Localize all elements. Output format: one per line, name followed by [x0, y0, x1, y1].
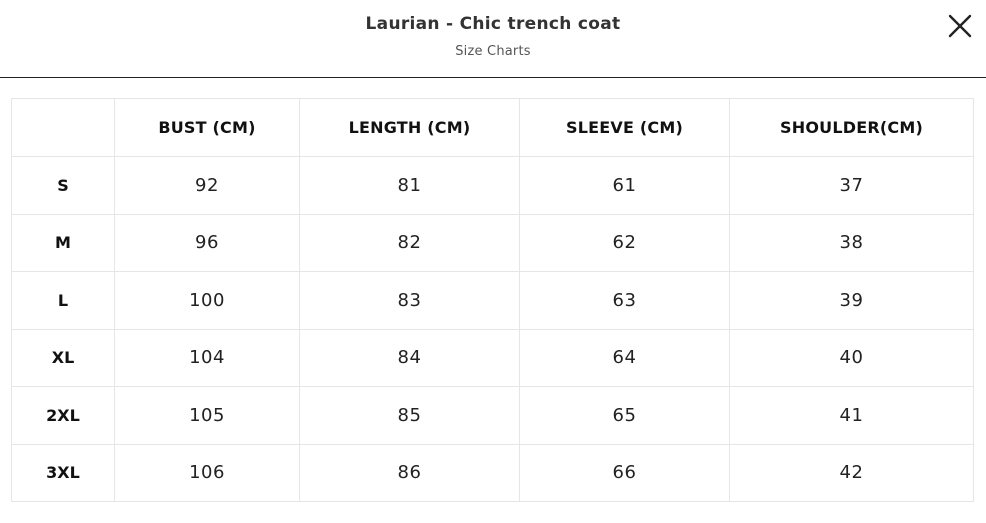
shoulder-value: 40 [729, 328, 974, 387]
table-row: S 92 81 61 37 [11, 156, 974, 215]
sleeve-value: 66 [519, 443, 730, 502]
length-value: 83 [299, 271, 520, 330]
column-header-length: LENGTH (CM) [299, 98, 520, 157]
bust-value: 105 [114, 386, 300, 445]
size-label: 2XL [11, 386, 115, 445]
corner-header [11, 98, 115, 157]
table-row: L 100 83 63 39 [11, 271, 974, 330]
size-label: S [11, 156, 115, 215]
bust-value: 106 [114, 443, 300, 502]
size-chart-table: BUST (CM) LENGTH (CM) SLEEVE (CM) SHOULD… [11, 98, 974, 502]
shoulder-value: 42 [729, 443, 974, 502]
column-header-shoulder: SHOULDER(CM) [729, 98, 974, 157]
length-value: 82 [299, 213, 520, 272]
sleeve-value: 61 [519, 156, 730, 215]
size-label: L [11, 271, 115, 330]
length-value: 85 [299, 386, 520, 445]
sleeve-value: 62 [519, 213, 730, 272]
length-value: 81 [299, 156, 520, 215]
bust-value: 104 [114, 328, 300, 387]
column-header-bust: BUST (CM) [114, 98, 300, 157]
column-header-sleeve: SLEEVE (CM) [519, 98, 730, 157]
size-label: M [11, 213, 115, 272]
length-value: 84 [299, 328, 520, 387]
sleeve-value: 63 [519, 271, 730, 330]
sleeve-value: 65 [519, 386, 730, 445]
shoulder-value: 39 [729, 271, 974, 330]
sleeve-value: 64 [519, 328, 730, 387]
close-icon [948, 14, 972, 38]
modal-title: Laurian - Chic trench coat [365, 14, 621, 34]
shoulder-value: 41 [729, 386, 974, 445]
table-row: 2XL 105 85 65 41 [11, 386, 974, 445]
close-button[interactable] [944, 10, 976, 42]
length-value: 86 [299, 443, 520, 502]
shoulder-value: 37 [729, 156, 974, 215]
size-label: XL [11, 328, 115, 387]
bust-value: 96 [114, 213, 300, 272]
modal-subtitle: Size Charts [455, 44, 531, 59]
modal-header: Laurian - Chic trench coat Size Charts [0, 0, 986, 78]
table-row: 3XL 106 86 66 42 [11, 443, 974, 502]
table-header-row: BUST (CM) LENGTH (CM) SLEEVE (CM) SHOULD… [11, 98, 974, 157]
shoulder-value: 38 [729, 213, 974, 272]
size-label: 3XL [11, 443, 115, 502]
bust-value: 100 [114, 271, 300, 330]
table-row: XL 104 84 64 40 [11, 328, 974, 387]
table-row: M 96 82 62 38 [11, 213, 974, 272]
bust-value: 92 [114, 156, 300, 215]
